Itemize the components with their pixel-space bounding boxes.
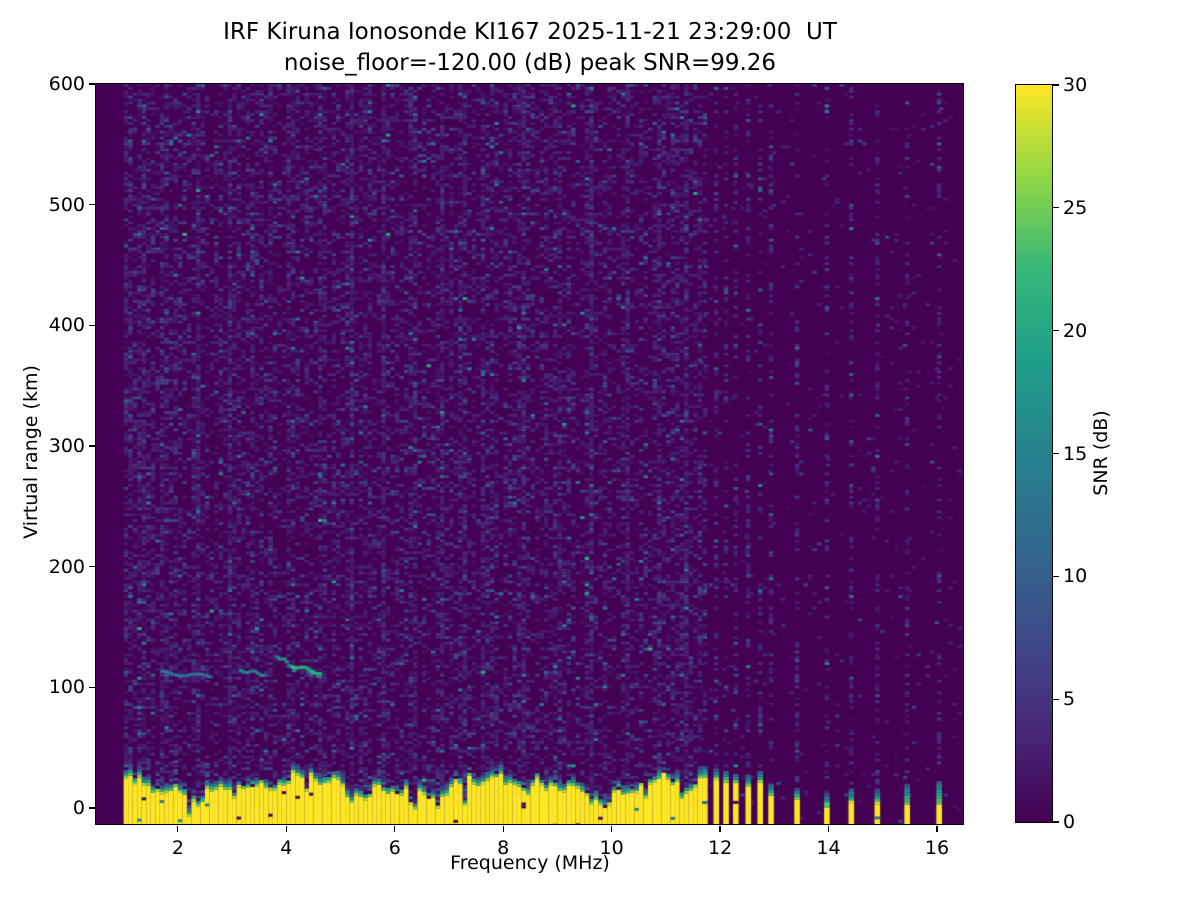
y-tick-mark <box>89 83 95 85</box>
plot-frame <box>95 83 964 825</box>
y-tick-mark <box>89 686 95 688</box>
y-tick-label: 0 <box>72 796 85 819</box>
colorbar-tick-label: 5 <box>1063 688 1076 711</box>
colorbar-tick-label: 20 <box>1063 319 1088 342</box>
y-tick-label: 200 <box>48 555 85 578</box>
x-tick-label: 2 <box>171 837 184 859</box>
x-tick-mark <box>719 826 721 832</box>
x-tick-label: 16 <box>924 837 950 859</box>
colorbar-tick-mark <box>1053 452 1059 455</box>
colorbar-tick-mark <box>1053 698 1059 700</box>
figure-title: IRF Kiruna Ionosonde KI167 2025-11-21 23… <box>223 19 837 45</box>
ionogram-heatmap <box>96 84 963 824</box>
colorbar-tick-label: 15 <box>1063 442 1088 465</box>
colorbar-tick-label: 0 <box>1063 811 1076 833</box>
x-tick-mark <box>502 826 504 832</box>
x-tick-label: 8 <box>497 837 510 859</box>
x-tick-label: 6 <box>388 837 401 859</box>
x-tick-mark <box>285 826 287 832</box>
x-tick-label: 12 <box>707 837 733 859</box>
y-tick-label: 500 <box>48 193 85 216</box>
x-axis-label: Frequency (MHz) <box>450 852 610 874</box>
y-tick-label: 100 <box>48 676 85 699</box>
y-tick-mark <box>89 566 95 568</box>
figure-subtitle: noise_floor=-120.00 (dB) peak SNR=99.26 <box>283 50 777 76</box>
y-tick-label: 400 <box>48 314 85 337</box>
colorbar-tick-mark <box>1053 821 1059 823</box>
x-tick-mark <box>827 826 830 832</box>
colorbar-tick-label: 10 <box>1063 565 1088 588</box>
x-tick-mark <box>394 826 396 832</box>
y-tick-label: 600 <box>48 73 85 95</box>
x-tick-mark <box>936 826 938 832</box>
colorbar-label: SNR (dB) <box>1090 410 1112 496</box>
colorbar-tick-mark <box>1053 84 1059 86</box>
y-tick-mark <box>89 445 95 447</box>
colorbar-tick-label: 25 <box>1063 196 1088 219</box>
x-tick-mark <box>611 826 613 832</box>
y-tick-label: 300 <box>48 434 85 457</box>
colorbar-tick-mark <box>1053 207 1059 209</box>
x-tick-label: 4 <box>280 837 293 859</box>
x-tick-mark <box>177 826 179 832</box>
x-tick-label: 14 <box>816 837 841 859</box>
y-axis-label: Virtual range (km) <box>20 365 42 539</box>
colorbar <box>1015 84 1053 823</box>
colorbar-tick-mark <box>1053 575 1059 577</box>
colorbar-tick-mark <box>1053 330 1059 332</box>
y-tick-mark <box>89 324 95 326</box>
y-tick-mark <box>89 204 95 206</box>
y-tick-mark <box>89 807 95 809</box>
colorbar-tick-label: 30 <box>1063 74 1088 96</box>
x-tick-label: 10 <box>599 837 624 859</box>
